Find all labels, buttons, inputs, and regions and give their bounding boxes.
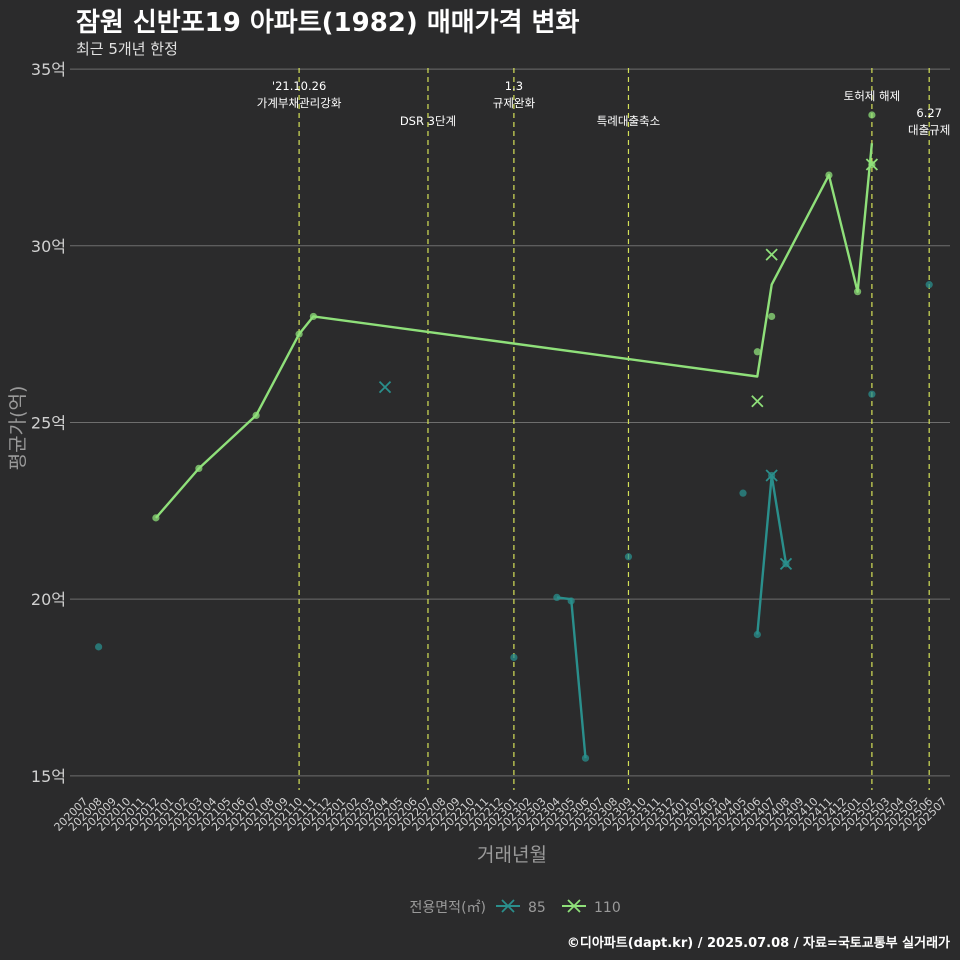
series-85-point (925, 281, 933, 289)
x-marker-stroke (751, 395, 764, 408)
series-110-point (853, 288, 862, 296)
legend-key-x (567, 899, 581, 913)
series-85-point (567, 597, 575, 605)
series-110-point (252, 411, 260, 419)
source-caption: ©디아파트(dapt.kr) / 2025.07.08 / 자료=국토교통부 실… (566, 936, 950, 951)
y-tick-label: 30억 (31, 237, 66, 256)
series-85-line (756, 474, 788, 635)
legend: 전용면적(㎡) 85 110 (410, 899, 621, 916)
series-110-x-marker (865, 158, 879, 171)
series-85-point (95, 643, 103, 651)
event-label: 규제완화 (493, 96, 536, 110)
series-110-point (152, 514, 160, 522)
series-110-point (768, 312, 776, 321)
event-label: 특례대출축소 (597, 114, 660, 128)
series-110-x-marker (765, 248, 778, 261)
series-85-line (556, 596, 587, 759)
legend-title: 전용면적(㎡) (410, 900, 486, 916)
event-label: 토허제 해제 (844, 89, 901, 103)
event-label: DSR 3단계 (400, 114, 456, 128)
series-110-point (295, 330, 303, 338)
x-marker-stroke (779, 557, 793, 570)
series-110-point (753, 348, 761, 356)
event-lines (298, 68, 930, 790)
y-axis-label: 평균가(억) (7, 386, 29, 471)
series-110-point (868, 111, 876, 119)
series-110-point (825, 171, 833, 179)
chart-subtitle: 최근 5개년 한정 (76, 40, 178, 58)
y-axis: 15억 20억 25억 30억 35억 (31, 60, 66, 786)
x-marker-stroke (865, 158, 879, 171)
x-axis: 2020072020082020092020102020112020122021… (52, 795, 950, 834)
x-marker-stroke (378, 380, 392, 394)
series-85-x-marker (765, 469, 778, 482)
event-label: 1.3 (505, 79, 523, 93)
chart-title: 잠원 신반포19 아파트(1982) 매매가격 변화 (76, 8, 580, 38)
series-85-point (624, 553, 633, 561)
series-85-point (510, 653, 518, 662)
event-label: 가계부채관리강화 (257, 96, 342, 110)
x-axis-label: 거래년월 (477, 844, 547, 866)
series-85-point (581, 754, 590, 762)
series-110-point (195, 464, 203, 473)
y-tick-label: 20억 (31, 590, 66, 609)
series-85-x-marker (378, 380, 392, 394)
legend-item-label: 110 (594, 900, 621, 916)
series-85-point (868, 390, 876, 398)
x-marker-stroke (765, 248, 778, 261)
y-tick-label: 35억 (31, 60, 66, 79)
y-tick-label: 15억 (31, 767, 66, 786)
series-85-point (739, 489, 747, 497)
event-label: '21.10.26 (272, 79, 326, 93)
y-tick-label: 25억 (31, 413, 66, 432)
series-85-x-marker (779, 557, 793, 570)
series-85-point (553, 593, 561, 601)
series-110-point (309, 312, 318, 321)
event-label: 6.27 (916, 106, 942, 120)
series-85-point (753, 630, 761, 639)
series-110-line (154, 143, 874, 519)
x-marker-stroke (765, 469, 778, 482)
legend-item-label: 85 (528, 900, 546, 916)
legend-key-x (501, 899, 515, 913)
event-label: 대출규제 (908, 123, 950, 137)
data-series (95, 111, 933, 762)
grid-lines (70, 68, 950, 777)
series-110-x-marker (751, 395, 764, 408)
